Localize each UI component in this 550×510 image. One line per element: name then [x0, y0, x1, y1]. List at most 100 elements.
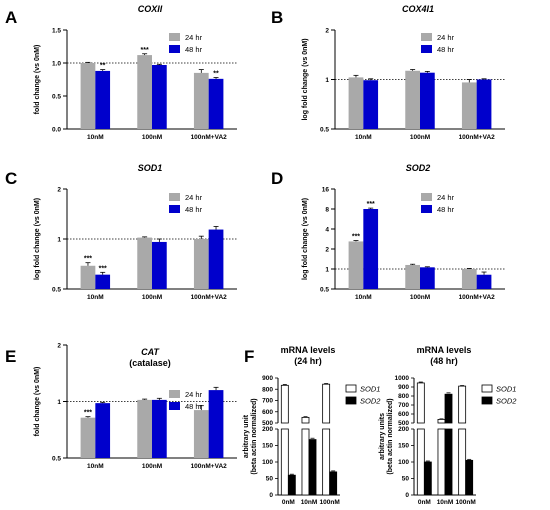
- significance-marker: ***: [367, 201, 375, 208]
- legend-label: SOD1: [496, 385, 516, 394]
- x-tick-label: 100nM: [456, 499, 476, 506]
- x-tick-label: 100nM+VA2: [459, 134, 496, 141]
- y-tick-label: 0.0: [52, 126, 61, 133]
- y-tick-label: 4: [325, 226, 329, 233]
- bar: [329, 471, 338, 496]
- legend-swatch: [345, 384, 357, 393]
- y-tick-label: 50: [402, 476, 410, 483]
- panel-label: B: [271, 8, 283, 27]
- y-tick-label: 0: [405, 492, 409, 499]
- bar: [80, 265, 96, 289]
- y-axis-label: log fold change (vs 0nM): [34, 198, 41, 280]
- bar: [405, 264, 420, 289]
- bar: [287, 474, 296, 496]
- bar: [465, 459, 474, 496]
- y-axis-label: fold change (vs 0nM): [34, 45, 41, 115]
- x-tick-label: 10nM: [355, 134, 372, 141]
- legend-label: 48 hr: [185, 402, 203, 411]
- x-tick-label: 100nM: [320, 499, 340, 506]
- bar: [458, 385, 467, 424]
- bar: [348, 77, 364, 129]
- panel-label: F: [244, 347, 254, 366]
- bar: [444, 393, 453, 424]
- x-tick-label: 10nM: [87, 134, 104, 141]
- legend-label: 24 hr: [437, 33, 455, 42]
- bar-lower-segment: [322, 428, 331, 496]
- bar-lower-segment: [416, 428, 425, 496]
- bar: [137, 237, 152, 289]
- bar: [208, 390, 224, 458]
- y-tick-label: 500: [398, 420, 409, 427]
- y-tick-label: 800: [262, 386, 273, 393]
- bar: [461, 269, 477, 289]
- x-tick-label: 100nM: [142, 134, 162, 141]
- panel-E: E CAT(catalase) 0.5 1 2 fold change (vs 0nM) *…: [5, 342, 237, 470]
- bar: [301, 416, 310, 424]
- bar: [416, 382, 425, 424]
- bar-lower-segment: [444, 428, 453, 496]
- y-tick-label: 600: [262, 409, 273, 416]
- bar: [193, 239, 209, 289]
- panel-F-chart: mRNA levels(48 hr) 500 600 700 800 900 1000 0 50…: [379, 345, 517, 506]
- y-tick-label: 0.5: [320, 286, 329, 293]
- legend-swatch: [421, 193, 432, 201]
- significance-marker: ***: [141, 47, 149, 54]
- y-tick-label: 1: [325, 266, 329, 273]
- bar: [461, 82, 477, 129]
- legend-swatch: [169, 45, 180, 53]
- bar: [193, 72, 209, 129]
- x-tick-label: 0nM: [418, 499, 431, 506]
- bar: [405, 70, 420, 129]
- y-axis-label: fold change (vs 0nM): [34, 367, 41, 437]
- y-tick-label: 600: [398, 411, 409, 418]
- x-tick-label: 10nM: [87, 463, 104, 470]
- legend-swatch: [481, 384, 493, 393]
- y-tick-label: 700: [398, 402, 409, 409]
- x-tick-label: 100nM+VA2: [191, 294, 228, 301]
- bar: [80, 417, 96, 458]
- significance-marker: ***: [84, 256, 92, 263]
- y-tick-label: 1: [57, 399, 61, 406]
- bar: [476, 79, 492, 129]
- panel-label: E: [5, 347, 16, 366]
- significance-marker: ***: [84, 410, 92, 417]
- y-tick-label: 900: [398, 384, 409, 391]
- chart-subtitle: (24 hr): [294, 356, 322, 366]
- y-tick-label: 200: [398, 426, 409, 433]
- legend-swatch: [421, 45, 432, 53]
- chart-title: SOD1: [138, 163, 163, 173]
- panel-D: D SOD2 0.5 1 2 4 8 16 log fold change (vs 0nM) **…: [271, 163, 505, 301]
- y-tick-label: 0.5: [52, 286, 61, 293]
- bar: [137, 399, 152, 458]
- x-tick-label: 0nM: [282, 499, 295, 506]
- bar: [80, 63, 96, 129]
- bar: [420, 72, 435, 129]
- y-tick-label: 2: [57, 342, 61, 349]
- y-tick-label: 700: [262, 398, 273, 405]
- x-tick-label: 10nM: [355, 294, 372, 301]
- bar: [152, 241, 167, 289]
- chart-subtitle: (catalase): [129, 358, 171, 368]
- chart-title: COX4I1: [402, 4, 434, 14]
- bar: [152, 399, 167, 458]
- bar: [95, 403, 111, 458]
- y-tick-label: 200: [262, 426, 273, 433]
- bar: [437, 418, 446, 424]
- bar-lower-segment: [301, 428, 310, 496]
- x-tick-label: 100nM: [410, 134, 430, 141]
- y-tick-label: 2: [325, 246, 329, 253]
- x-tick-label: 100nM+VA2: [191, 463, 228, 470]
- legend-label: 48 hr: [185, 45, 203, 54]
- x-tick-label: 100nM+VA2: [459, 294, 496, 301]
- legend-swatch: [421, 33, 432, 41]
- bar: [322, 383, 331, 424]
- bar: [208, 78, 224, 129]
- y-tick-label: 0.5: [320, 126, 329, 133]
- y-tick-label: 2: [57, 186, 61, 193]
- y-axis-label: arbitrary units: [379, 413, 386, 460]
- bar: [420, 267, 435, 289]
- bar: [348, 241, 364, 289]
- legend-label: 48 hr: [437, 205, 455, 214]
- chart-title: SOD2: [406, 163, 431, 173]
